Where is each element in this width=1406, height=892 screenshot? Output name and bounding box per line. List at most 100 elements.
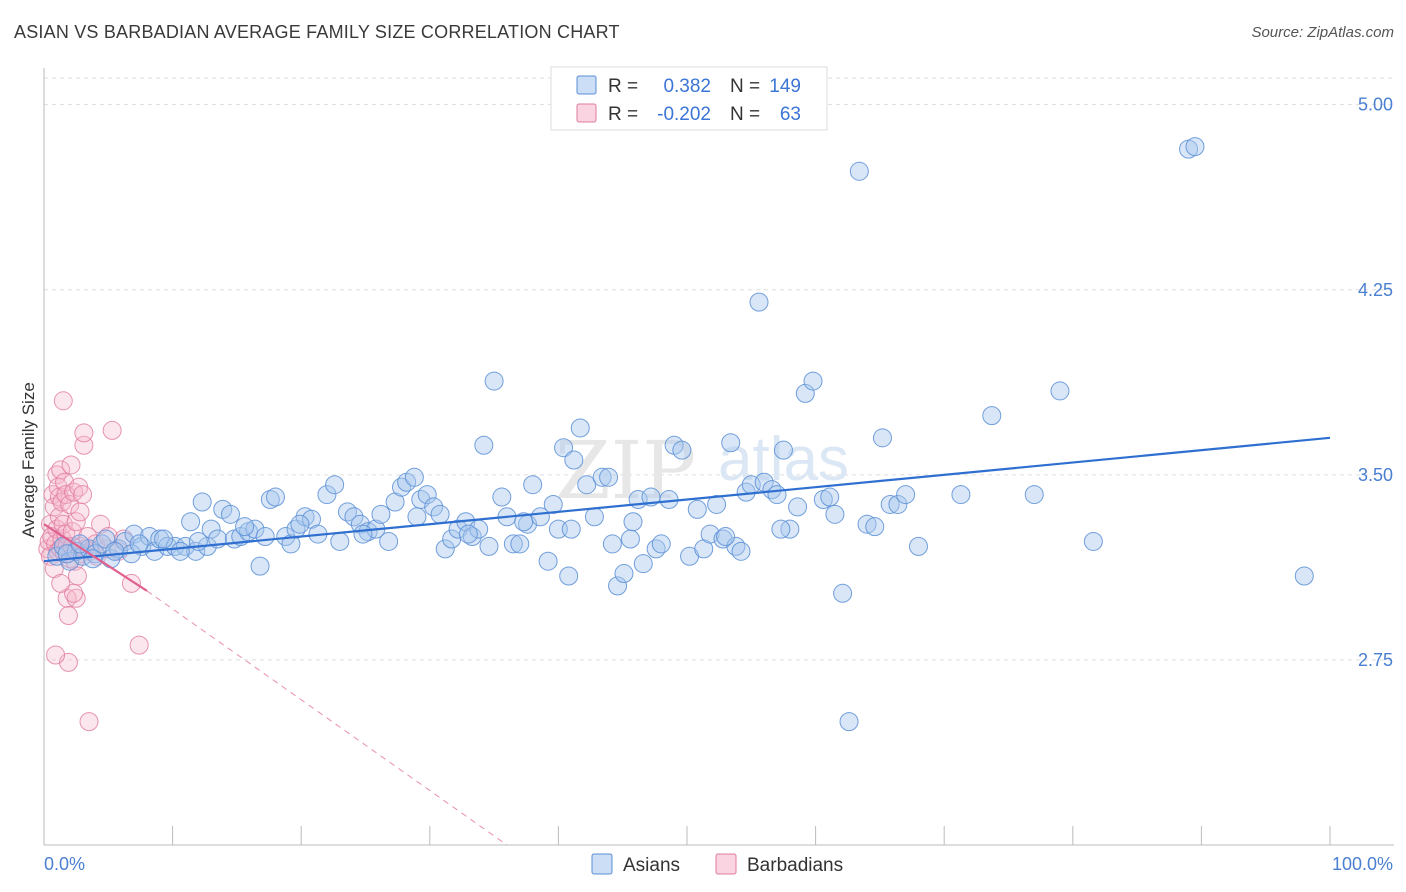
barbadian-point-45 (74, 423, 94, 443)
asian-point-153 (458, 524, 478, 544)
barbadian-trend-line (43, 523, 148, 592)
asian-point-59 (435, 539, 455, 559)
asian-point-19 (181, 512, 201, 532)
asian-point-31 (250, 556, 270, 576)
barbadian-point-37 (66, 588, 86, 608)
asian-point-85 (599, 467, 619, 487)
barbadian-trend-extension (146, 590, 508, 846)
legend-r-label-barbadian: R = (608, 104, 638, 125)
legend-box (550, 66, 828, 131)
asian-point-138 (1294, 566, 1314, 586)
asian-point-33 (260, 490, 280, 510)
trend-lines (43, 436, 1331, 846)
legend-swatch-asian (576, 75, 597, 95)
asian-point-56 (417, 485, 437, 505)
legend-r-label-asian: R = (608, 76, 638, 97)
asian-point-23 (201, 519, 221, 539)
asian-point-71 (510, 534, 530, 554)
x-tick-label-0: 0.0% (44, 854, 85, 874)
asian-point-156 (623, 512, 643, 532)
asian-point-44 (337, 502, 357, 522)
legend-n-label-barbadian: N = (730, 104, 760, 125)
barbadian-point-10 (47, 519, 67, 539)
barbadian-point-61 (51, 573, 71, 593)
asian-point-80 (564, 450, 584, 470)
asian-point-121 (833, 583, 853, 603)
asian-point-21 (192, 492, 212, 512)
asian-point-129 (896, 485, 916, 505)
barbadian-point-54 (102, 420, 122, 440)
asian-point-89 (620, 529, 640, 549)
asian-point-151 (353, 524, 373, 544)
barbadian-point-59 (46, 645, 66, 665)
asian-point-6 (85, 544, 105, 564)
asian-point-86 (602, 534, 622, 554)
asian-point-2 (60, 551, 80, 571)
asian-point-134 (1050, 381, 1070, 401)
asian-point-79 (559, 566, 579, 586)
asian-point-42 (325, 475, 345, 495)
asian-point-88 (614, 564, 634, 584)
asian-point-131 (951, 485, 971, 505)
axes (43, 68, 1394, 846)
asian-point-137 (1185, 137, 1205, 157)
barbadian-point-58 (129, 635, 149, 655)
asian-point-141 (83, 549, 103, 569)
legend-n-value-asian: 149 (769, 76, 801, 97)
asian-point-82 (577, 475, 597, 495)
asian-point-58 (430, 504, 450, 524)
asian-point-155 (561, 519, 581, 539)
barbadian-point-31 (61, 455, 81, 475)
asian-point-102 (707, 494, 727, 514)
asian-point-133 (1024, 485, 1044, 505)
y-tick-label-2: 4.25 (1358, 280, 1393, 300)
asian-point-123 (849, 161, 869, 181)
asian-point-146 (154, 529, 174, 549)
asian-point-67 (484, 371, 504, 391)
asian-point-119 (820, 487, 840, 507)
barbadian-point-48 (79, 712, 99, 732)
asian-point-115 (788, 497, 808, 517)
asian-point-57 (424, 497, 444, 517)
asian-point-65 (474, 435, 494, 455)
asian-point-68 (492, 487, 512, 507)
asian-point-66 (479, 536, 499, 556)
x-tick-labels: 0.0% 100.0% (44, 854, 1393, 874)
asian-point-26 (220, 504, 240, 524)
asian-point-132 (982, 406, 1002, 426)
asian-point-97 (672, 440, 692, 460)
asian-point-135 (1083, 531, 1103, 551)
y-tick-label-1: 3.50 (1358, 465, 1393, 485)
asian-point-113 (773, 440, 793, 460)
legend-r-value-asian: 0.382 (663, 76, 711, 97)
barbadian-point-29 (60, 494, 80, 514)
bottom-legend-label-asian: Asians (623, 855, 680, 876)
asian-point-81 (570, 418, 590, 438)
asian-point-43 (330, 531, 350, 551)
asian-point-34 (265, 487, 285, 507)
asian-point-87 (608, 576, 628, 596)
barbadian-point-40 (70, 502, 90, 522)
asian-point-120 (825, 504, 845, 524)
asian-trend-line (43, 436, 1331, 563)
bottom-legend-swatch-barbadian (715, 853, 737, 875)
asian-point-127 (880, 494, 900, 514)
asian-point-116 (795, 383, 815, 403)
asian-point-32 (255, 527, 275, 547)
asian-point-104 (721, 433, 741, 453)
asian-point-125 (865, 517, 885, 537)
barbadian-point-27 (58, 606, 78, 625)
asian-point-95 (659, 490, 679, 510)
legend-r-value-barbadian: -0.202 (657, 104, 711, 125)
asian-point-147 (170, 541, 190, 561)
asian-point-152 (407, 507, 427, 527)
asian-point-143 (105, 541, 125, 561)
y-axis-title: Average Family Size (19, 382, 38, 538)
asian-point-124 (857, 514, 877, 534)
asian-point-145 (129, 534, 149, 554)
asian-point-109 (749, 292, 769, 312)
legend: R = 0.382 N = 149 R = -0.202 N = 63 (550, 66, 828, 131)
asian-point-122 (839, 712, 859, 732)
barbadian-point-19 (53, 391, 73, 411)
